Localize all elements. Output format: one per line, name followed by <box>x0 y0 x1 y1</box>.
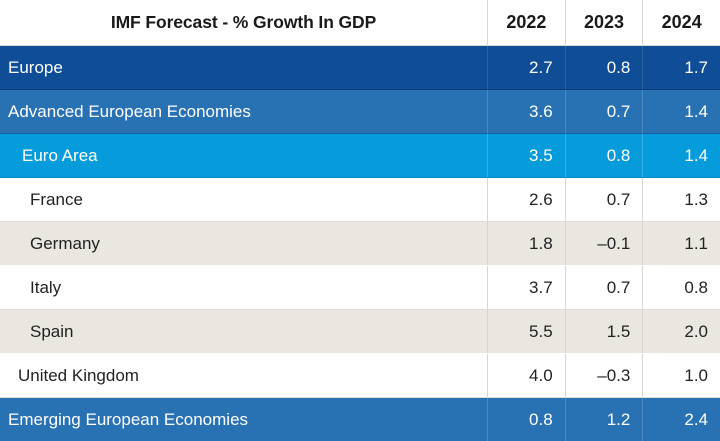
cell-value-2024: 2.4 <box>684 409 709 429</box>
cell-value-2024: 2.0 <box>684 321 709 341</box>
cell-value-2023: 0.8 <box>566 46 644 89</box>
cell-value-2024: 1.1 <box>684 233 709 253</box>
table-row: Euro Area 3.5 0.8 1.4 <box>0 134 720 178</box>
table-body: Europe 2.7 0.8 1.7 Advanced European Economi… <box>0 46 720 441</box>
cell-value-2023: 1.2 <box>566 398 644 441</box>
row-label: Spain <box>0 310 488 353</box>
row-label: Italy <box>0 266 488 309</box>
table-header-row: IMF Forecast - % Growth In GDP 2022 2023… <box>0 0 720 46</box>
cell-value-2022: 2.7 <box>488 46 566 89</box>
table-row: Advanced European Economies 3.6 0.7 1.4 <box>0 90 720 134</box>
cell-value-2022: 0.8 <box>488 398 566 441</box>
table-row: Germany 1.8 –0.1 1.1 <box>0 222 720 266</box>
table-row: Emerging European Economies 0.8 1.2 2.4 <box>0 398 720 441</box>
cell-value-2022: 2.6 <box>488 178 566 221</box>
table-row: Spain 5.5 1.5 2.0 <box>0 310 720 354</box>
cell-value-2024: 1.7 <box>684 57 709 77</box>
cell-value-2024: 1.4 <box>684 145 709 165</box>
cell-value-2022: 3.6 <box>488 90 566 133</box>
row-label: United Kingdom <box>0 354 488 397</box>
cell-value-2024: 1.4 <box>684 101 709 121</box>
table-title: IMF Forecast - % Growth In GDP <box>0 0 488 45</box>
row-label: Germany <box>0 222 488 265</box>
cell-value-2022: 1.8 <box>488 222 566 265</box>
column-header-2024: 2024 <box>661 12 702 32</box>
cell-value-2023: 1.5 <box>566 310 644 353</box>
table-row: France 2.6 0.7 1.3 <box>0 178 720 222</box>
row-label: Europe <box>0 46 488 89</box>
table-row: Italy 3.7 0.7 0.8 <box>0 266 720 310</box>
cell-value-2022: 3.7 <box>488 266 566 309</box>
cell-value-2023: 0.7 <box>566 90 644 133</box>
row-label: France <box>0 178 488 221</box>
table-row: United Kingdom 4.0 –0.3 1.0 <box>0 354 720 398</box>
row-label: Emerging European Economies <box>0 398 488 441</box>
cell-value-2024: 1.0 <box>684 365 709 385</box>
cell-value-2022: 3.5 <box>488 134 566 177</box>
cell-value-2023: –0.3 <box>566 354 644 397</box>
cell-value-2024: 1.3 <box>684 189 709 209</box>
cell-value-2022: 5.5 <box>488 310 566 353</box>
row-label: Euro Area <box>0 134 488 177</box>
cell-value-2022: 4.0 <box>488 354 566 397</box>
cell-value-2023: 0.7 <box>566 178 644 221</box>
cell-value-2024: 0.8 <box>684 277 709 297</box>
column-header-2023: 2023 <box>566 0 644 45</box>
cell-value-2023: –0.1 <box>566 222 644 265</box>
row-label: Advanced European Economies <box>0 90 488 133</box>
table-row: Europe 2.7 0.8 1.7 <box>0 46 720 90</box>
cell-value-2023: 0.7 <box>566 266 644 309</box>
column-header-2022: 2022 <box>488 0 566 45</box>
cell-value-2023: 0.8 <box>566 134 644 177</box>
